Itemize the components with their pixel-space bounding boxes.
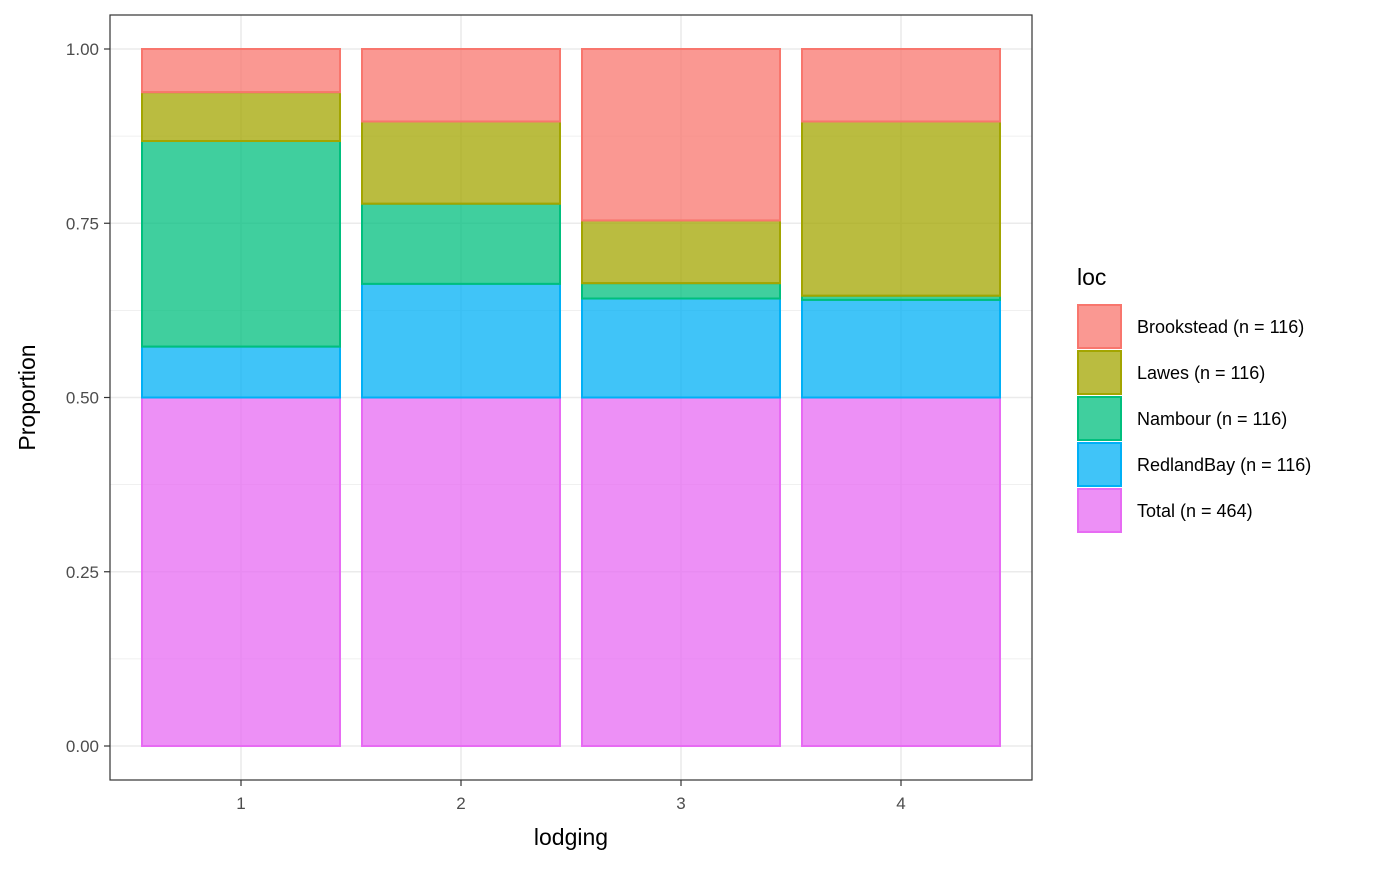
x-tick-label: 1 <box>236 794 245 813</box>
bar-lawes-2 <box>361 120 561 205</box>
bar-total-2 <box>361 396 561 747</box>
legend-title: loc <box>1077 264 1106 290</box>
bar-redlandbay-3 <box>581 297 781 399</box>
bar-redlandbay-1 <box>141 345 341 399</box>
legend-label-lawes: Lawes (n = 116) <box>1137 363 1265 383</box>
bar-lawes-4 <box>801 120 1001 297</box>
legend-label-nambour: Nambour (n = 116) <box>1137 409 1287 429</box>
y-tick-label: 1.00 <box>66 40 99 59</box>
axes-layer: 0.00 0.25 0.50 0.75 1.00 1 2 3 4 <box>66 40 906 813</box>
bar-nambour-1 <box>141 140 341 348</box>
legend-key-nambour <box>1077 396 1122 441</box>
legend-key-redlandbay <box>1077 442 1122 487</box>
bar-total-4 <box>801 396 1001 747</box>
y-axis-title: Proportion <box>14 344 40 450</box>
bar-total-1 <box>141 396 341 747</box>
legend-items: Brookstead (n = 116) Lawes (n = 116) Nambo… <box>1077 304 1311 533</box>
bars-layer <box>141 48 1001 747</box>
bar-lawes-3 <box>581 219 781 285</box>
bar-brookstead-2 <box>361 48 561 123</box>
bar-brookstead-3 <box>581 48 781 222</box>
x-axis-title: lodging <box>534 824 608 850</box>
y-tick-label: 0.25 <box>66 563 99 582</box>
legend-key-brookstead <box>1077 304 1122 349</box>
bar-lawes-1 <box>141 91 341 143</box>
x-tick-label: 2 <box>456 794 465 813</box>
bar-redlandbay-2 <box>361 282 561 399</box>
bar-nambour-2 <box>361 202 561 285</box>
legend: loc Brookstead (n = 116) Lawes (n = 116) N… <box>1077 264 1311 533</box>
legend-key-lawes <box>1077 350 1122 395</box>
legend-label-redlandbay: RedlandBay (n = 116) <box>1137 455 1311 475</box>
bar-nambour-3 <box>581 282 781 300</box>
bar-redlandbay-4 <box>801 298 1001 399</box>
x-tick-label: 3 <box>676 794 685 813</box>
legend-key-total <box>1077 488 1122 533</box>
bar-total-3 <box>581 396 781 747</box>
bar-brookstead-1 <box>141 48 341 94</box>
x-tick-label: 4 <box>896 794 905 813</box>
legend-label-brookstead: Brookstead (n = 116) <box>1137 317 1304 337</box>
y-tick-label: 0.75 <box>66 214 99 233</box>
legend-label-total: Total (n = 464) <box>1137 501 1253 521</box>
y-tick-label: 0.00 <box>66 737 99 756</box>
y-tick-label: 0.50 <box>66 389 99 408</box>
bar-brookstead-4 <box>801 48 1001 123</box>
